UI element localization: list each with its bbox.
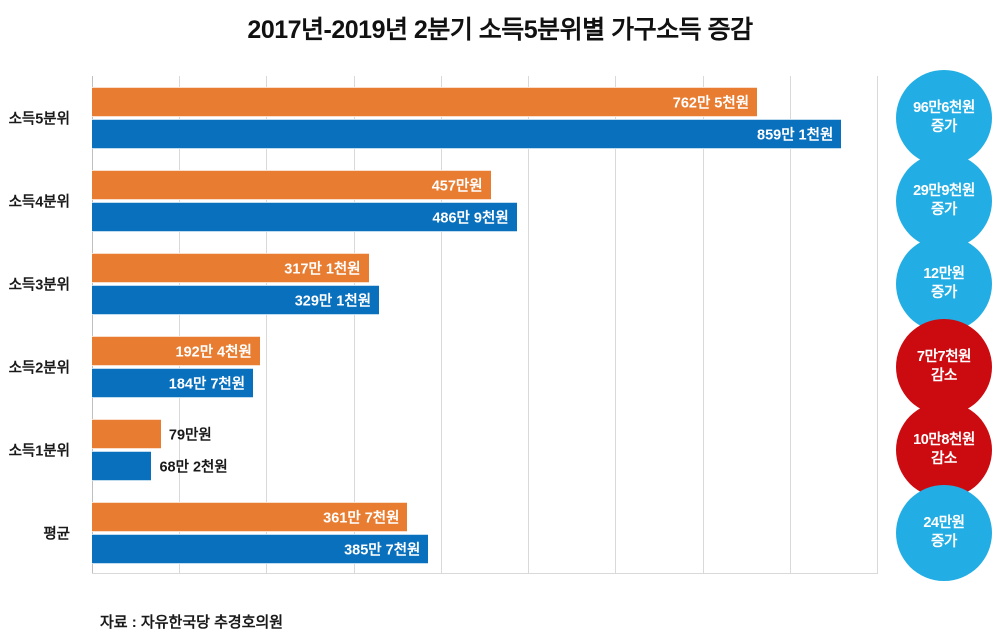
value-axis-line [92,76,93,574]
bar-소득4분위-2017[interactable] [92,169,491,200]
plot-area: 762만 5천원 859만 1천원 457만원 486만 9천원 317만 1천원 329… [92,76,878,574]
bar-소득2분위-2017[interactable] [92,335,260,366]
badge-direction: 감소 [931,450,957,467]
badge-direction: 증가 [931,118,957,135]
badge-amount: 7만7천원 [916,349,972,366]
bar-소득3분위-2017[interactable] [92,252,369,283]
gridline [789,76,791,574]
bar-value-label: 361만 7천원 [323,510,400,526]
badge-amount: 12만원 [923,266,965,283]
bar-소득2분위-2019[interactable] [92,367,254,398]
bar-value-label: 329만 1천원 [294,293,372,309]
bar-value-label: 79만원 [168,427,212,443]
bar-소득3분위-2019[interactable] [92,284,380,315]
badge-direction: 증가 [931,201,957,218]
bar-소득4분위-2019[interactable] [92,201,517,232]
badge-amount: 96만6천원 [913,100,975,117]
bar-소득5분위-2019[interactable] [92,118,842,149]
change-badge-평균: 24만원 증가 [896,484,992,581]
category-label-3: 소득3분위 [8,277,70,293]
badge-direction: 감소 [931,367,957,384]
change-badge-소득1분위: 10만8천원 감소 [896,401,992,498]
badge-amount: 29만9천원 [913,183,975,200]
gridline [179,76,181,574]
badge-amount: 24만원 [923,515,965,532]
gridline [266,76,268,574]
category-label-2: 소득4분위 [8,194,70,210]
bar-value-label: 192만 4천원 [175,344,252,360]
bar-value-label: 184만 7천원 [168,376,246,392]
gridline [615,76,617,574]
bar-value-label: 68만 2천원 [159,459,228,475]
category-label-1: 소득5분위 [8,111,70,127]
bar-value-label: 385만 7천원 [344,542,421,558]
change-badge-소득5분위: 96만6천원 증가 [896,69,992,166]
change-badge-소득2분위: 7만7천원 감소 [896,318,992,415]
gridline [353,76,355,574]
change-badge-소득3분위: 12만원 증가 [896,235,992,332]
bar-평균-2019[interactable] [92,533,429,564]
change-badges: 96만6천원 증가 29만9천원 증가 12만원 증가 7만7천원 감소 10만8천원 감소 24만… [896,69,1000,581]
gridline [440,76,442,574]
bar-소득5분위-2017[interactable] [92,86,758,117]
gridline [702,76,704,574]
bar-value-label: 486만 9천원 [432,210,509,226]
gridline [877,76,878,574]
bar-소득1분위-2017[interactable] [92,418,161,449]
category-label-4: 소득2분위 [8,360,70,376]
source-note: 자료 : 자유한국당 추경호의원 [100,614,284,631]
gridlines [92,76,878,574]
bar-value-label: 457만원 [431,178,483,194]
category-axis-baseline [92,573,877,574]
change-badge-소득4분위: 29만9천원 증가 [896,152,992,249]
badge-direction: 증가 [931,533,957,550]
bar-value-label: 317만 1천원 [284,261,361,277]
badge-direction: 증가 [931,284,957,301]
page-title: 2017년-2019년 2분기 소득5분위별 가구소득 증감 [247,16,753,44]
gridline [528,76,530,574]
bar-소득1분위-2019[interactable] [92,450,152,481]
bar-value-label: 762만 5천원 [672,95,750,111]
bar-평균-2017[interactable] [92,501,408,532]
category-label-6: 평균 [43,526,70,542]
category-label-5: 소득1분위 [8,443,70,459]
badge-amount: 10만8천원 [913,432,975,449]
bar-value-label: 859만 1천원 [757,127,834,143]
